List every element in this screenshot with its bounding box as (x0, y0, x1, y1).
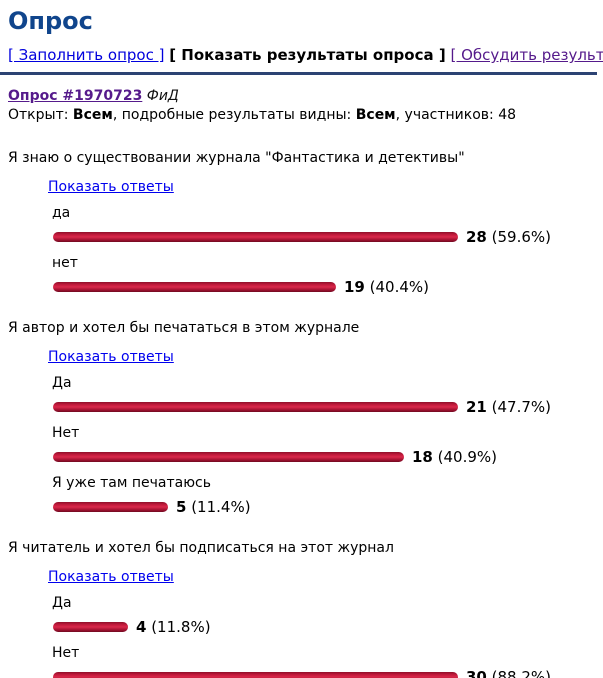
answer-count: 28 (466, 228, 487, 246)
answer-percent: (88.2%) (486, 668, 551, 678)
answer-count: 18 (412, 448, 433, 466)
detail-prefix: , подробные результаты видны: (112, 107, 356, 123)
result-bar (53, 452, 404, 462)
questions-list: Я знаю о существовании журнала "Фантасти… (0, 149, 603, 678)
answer-value: 19 (40.4%) (344, 279, 429, 295)
poll-number-link[interactable]: Опрос #1970723 (8, 88, 143, 104)
poll-id-line: Опрос #1970723 ФиД (8, 87, 603, 106)
answer-count: 5 (176, 498, 187, 516)
poll-name: ФиД (146, 88, 179, 104)
answer-percent: (47.7%) (486, 398, 551, 416)
answer-label: Нет (52, 645, 80, 661)
discuss-results-link[interactable]: [ Обсудить результаты ] (450, 46, 603, 64)
answer-bar-row: 28 (59.6%) (53, 229, 603, 245)
answer-value: 5 (11.4%) (176, 499, 251, 515)
show-results-current-label: [ Показать результаты опроса ] (169, 46, 446, 64)
show-answers-link[interactable]: Показать ответы (48, 179, 174, 195)
answer-percent: (59.6%) (486, 228, 551, 246)
answer-bar-row: 21 (47.7%) (53, 399, 603, 415)
answer-bar-row: 18 (40.9%) (53, 449, 603, 465)
answer-bar-row: 30 (88.2%) (53, 669, 603, 678)
answer-value: 4 (11.8%) (136, 619, 211, 635)
answer-count: 21 (466, 398, 487, 416)
poll-question-text: Я читатель и хотел бы подписаться на это… (8, 540, 394, 556)
answer-percent: (11.4%) (186, 498, 251, 516)
answer-label: нет (52, 255, 78, 271)
poll-nav: [ Заполнить опрос ] [ Показать результат… (8, 46, 603, 65)
show-answers-link[interactable]: Показать ответы (48, 349, 174, 365)
answer-value: 30 (88.2%) (466, 669, 551, 678)
poll-meta: Опрос #1970723 ФиД Открыт: Всем, подробн… (8, 87, 603, 125)
answers-block: Показать ответы да 28 (59.6%) нет 19 (40.4%) (48, 167, 603, 295)
result-bar (53, 282, 336, 292)
answer-percent: (40.4%) (364, 278, 429, 296)
result-bar (53, 232, 458, 242)
answer-label: да (52, 205, 71, 221)
answers-block: Показать ответы Да 21 (47.7%) Нет 18 (40.9%)… (48, 337, 603, 515)
answer-value: 28 (59.6%) (466, 229, 551, 245)
poll-open-info: Открыт: Всем, подробные результаты видны… (8, 106, 603, 125)
answer-label: Я уже там печатаюсь (52, 475, 211, 491)
poll-question-text: Я знаю о существовании журнала "Фантасти… (8, 150, 465, 166)
answer-label: Да (52, 595, 72, 611)
result-bar (53, 672, 458, 678)
detail-value: Всем (355, 107, 396, 123)
page-title: Опрос (8, 7, 93, 35)
answer-percent: (40.9%) (432, 448, 497, 466)
fill-poll-link[interactable]: [ Заполнить опрос ] (8, 46, 165, 64)
result-bar (53, 402, 458, 412)
answer-count: 30 (466, 668, 487, 678)
divider-rule (0, 72, 597, 75)
answer-bar-row: 19 (40.4%) (53, 279, 603, 295)
answer-value: 18 (40.9%) (412, 449, 497, 465)
answer-count: 19 (344, 278, 365, 296)
result-bar (53, 502, 168, 512)
answer-label: Нет (52, 425, 80, 441)
open-value: Всем (72, 107, 113, 123)
answer-bar-row: 5 (11.4%) (53, 499, 603, 515)
show-answers-link[interactable]: Показать ответы (48, 569, 174, 585)
answer-percent: (11.8%) (146, 618, 211, 636)
result-bar (53, 622, 128, 632)
answer-bar-row: 4 (11.8%) (53, 619, 603, 635)
open-prefix: Открыт: (8, 107, 73, 123)
poll-question-text: Я автор и хотел бы печататься в этом жур… (8, 320, 360, 336)
participants-count: 48 (498, 107, 517, 123)
answer-label: Да (52, 375, 72, 391)
participants-prefix: , участников: (395, 107, 499, 123)
answer-count: 4 (136, 618, 147, 636)
answer-value: 21 (47.7%) (466, 399, 551, 415)
